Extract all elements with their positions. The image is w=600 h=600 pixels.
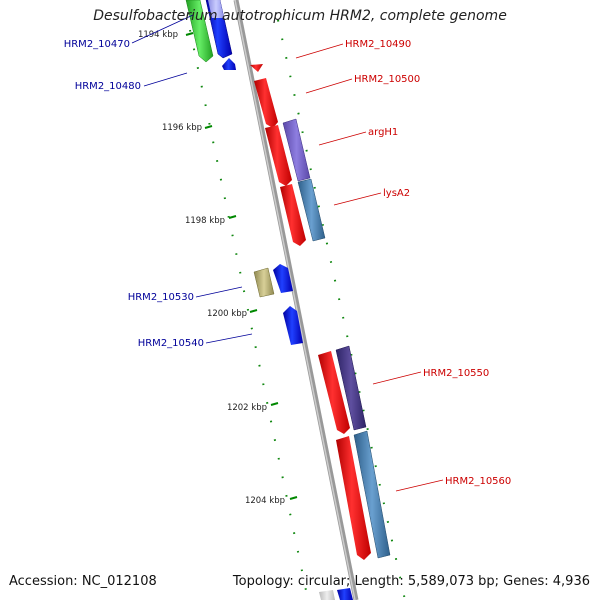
- tick-mark: [228, 215, 237, 219]
- gene-top-lightblue: [208, 0, 224, 18]
- gene-label-hrm2-10530[interactable]: HRM2_10530: [128, 292, 194, 303]
- gene-hrm2-10550[interactable]: [318, 351, 350, 434]
- gene-hrm2-10560[interactable]: [336, 436, 371, 560]
- gene-lysa2-cog: [297, 178, 326, 242]
- leader-hrm2-10560: [395, 479, 444, 492]
- gene-hrm2-10500[interactable]: [254, 78, 278, 128]
- dotted-track-left: [189, 29, 307, 590]
- gene-label-lysa2[interactable]: lysA2: [383, 188, 410, 199]
- tick-mark: [249, 309, 258, 313]
- gene-bottom-blue: [337, 588, 353, 600]
- genome-summary-text: Topology: circular; Length: 5,589,073 bp…: [232, 574, 590, 589]
- tick-label: 1198 kbp: [185, 216, 225, 226]
- gene-argh1[interactable]: [265, 125, 292, 186]
- leader-hrm2-10550: [372, 371, 422, 385]
- gene-label-hrm2-10500[interactable]: HRM2_10500: [354, 74, 420, 85]
- tick-mark: [270, 402, 279, 406]
- tick-mark: [204, 125, 213, 129]
- tick-label: 1202 kbp: [227, 403, 267, 413]
- gene-hrm2-10530[interactable]: [273, 264, 293, 293]
- gene-label-hrm2-10470[interactable]: HRM2_10470: [64, 39, 130, 50]
- gene-lysa2[interactable]: [280, 184, 306, 246]
- tick-label: 1194 kbp: [138, 30, 178, 40]
- leader-lines: [131, 14, 444, 492]
- gene-argh1-cog: [282, 118, 311, 182]
- forward-genes: [250, 64, 391, 560]
- gene-hrm2-10540[interactable]: [283, 306, 303, 345]
- gene-label-hrm2-10480[interactable]: HRM2_10480: [75, 81, 141, 92]
- dotted-track-right: [277, 19, 406, 598]
- gene-hrm2-10480[interactable]: [222, 58, 236, 70]
- leader-hrm2-10530: [195, 286, 243, 298]
- leader-lysa2: [333, 192, 382, 206]
- gene-label-hrm2-10550[interactable]: HRM2_10550: [423, 368, 489, 379]
- tick-label: 1196 kbp: [162, 123, 202, 133]
- accession-text: Accession: NC_012108: [9, 574, 157, 589]
- leader-hrm2-10480: [143, 72, 188, 87]
- leader-hrm2-10540: [205, 333, 253, 344]
- gene-hrm2-10550-cog: [335, 345, 367, 431]
- gene-hrm2-10530-cog: [253, 267, 275, 298]
- tick-label: 1204 kbp: [245, 496, 285, 506]
- gene-label-argh1[interactable]: argH1: [368, 127, 398, 138]
- map-title: Desulfobacterium autotrophicum HRM2, com…: [93, 8, 507, 24]
- genome-backbone-highlight: [234, 0, 356, 600]
- leader-argh1: [318, 131, 367, 146]
- gene-hrm2-10490[interactable]: [250, 64, 263, 72]
- gene-label-hrm2-10540[interactable]: HRM2_10540: [138, 338, 204, 349]
- gene-bottom-grey: [319, 590, 335, 600]
- leader-hrm2-10470: [131, 14, 194, 44]
- leader-hrm2-10500: [305, 78, 353, 94]
- gene-label-hrm2-10490[interactable]: HRM2_10490: [345, 39, 411, 50]
- tick-mark: [289, 496, 298, 500]
- tick-marks: 1194 kbp 1196 kbp 1198 kbp 1200 kbp 1202…: [138, 30, 298, 506]
- tick-mark: [185, 32, 194, 36]
- gene-label-hrm2-10560[interactable]: HRM2_10560: [445, 476, 511, 487]
- tick-label: 1200 kbp: [207, 309, 247, 319]
- leader-hrm2-10490: [295, 43, 344, 59]
- gene-labels: HRM2_10470 HRM2_10480 HRM2_10530 HRM2_10…: [64, 39, 512, 487]
- reverse-genes: [185, 0, 353, 600]
- gene-hrm2-10560-cog: [353, 430, 391, 559]
- genome-backbone: [233, 0, 359, 600]
